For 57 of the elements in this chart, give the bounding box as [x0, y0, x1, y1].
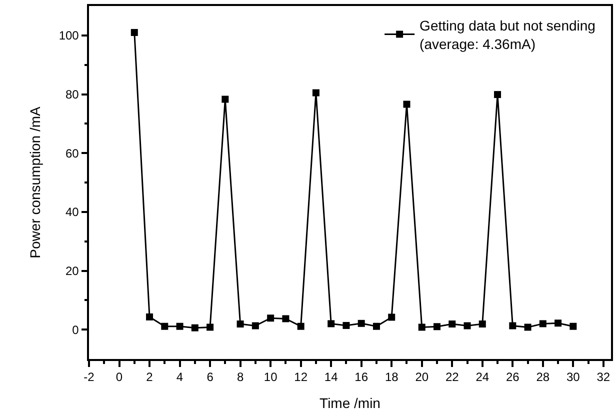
x-tick-label: 18 [384, 370, 399, 384]
x-tick-label: 4 [176, 370, 184, 384]
point [509, 322, 516, 330]
y-tick-label: 20 [65, 264, 80, 278]
point [434, 323, 440, 330]
x-tick-label: 12 [294, 370, 308, 384]
point [464, 322, 471, 330]
point [267, 314, 274, 322]
y-tick-label: 60 [65, 146, 80, 160]
point [554, 320, 562, 327]
y-tick-label: 40 [65, 205, 80, 220]
point [191, 324, 198, 332]
point [418, 324, 426, 331]
y-tick-label: 100 [58, 28, 80, 43]
point [282, 315, 290, 322]
point [388, 314, 396, 321]
x-tick-label: 10 [264, 370, 278, 384]
x-tick-label: 28 [536, 370, 550, 384]
point [222, 96, 229, 103]
point [524, 324, 532, 331]
point [448, 320, 456, 328]
point [252, 322, 259, 330]
point [312, 89, 320, 96]
point [206, 324, 214, 331]
x-tick-label: 20 [415, 370, 429, 384]
x-tick-label: 14 [324, 370, 338, 384]
point [146, 313, 154, 320]
x-tick-label: 8 [236, 370, 244, 384]
x-tick-label: -2 [84, 370, 95, 384]
legend-label: Getting data but not sending (average: 4.36mA) [420, 18, 596, 52]
x-tick-label: 24 [476, 370, 490, 384]
point [403, 100, 410, 108]
point [570, 322, 577, 330]
y-tick-label: 80 [65, 87, 80, 102]
point [297, 322, 304, 330]
x-axis-title: Time /min [320, 394, 380, 411]
x-tick-label: 2 [146, 370, 154, 384]
x-tick-label: 26 [506, 370, 520, 384]
x-tick-label: 0 [116, 370, 123, 384]
point [372, 322, 380, 330]
point [494, 91, 502, 98]
point [176, 322, 184, 330]
x-tick-label: 32 [596, 370, 610, 384]
point [342, 322, 350, 329]
point [328, 320, 335, 328]
point [539, 320, 546, 328]
point [478, 320, 486, 328]
point [236, 320, 244, 328]
y-axis-title: Power consumption /mA [26, 106, 43, 258]
x-tick-label: 30 [566, 370, 580, 384]
x-tick-label: 22 [445, 370, 460, 384]
x-tick-label: 16 [354, 370, 368, 384]
x-tick-label: 6 [206, 370, 214, 384]
point [161, 322, 168, 330]
y-tick-label: 0 [72, 322, 80, 337]
point [130, 28, 138, 36]
point [358, 320, 365, 327]
